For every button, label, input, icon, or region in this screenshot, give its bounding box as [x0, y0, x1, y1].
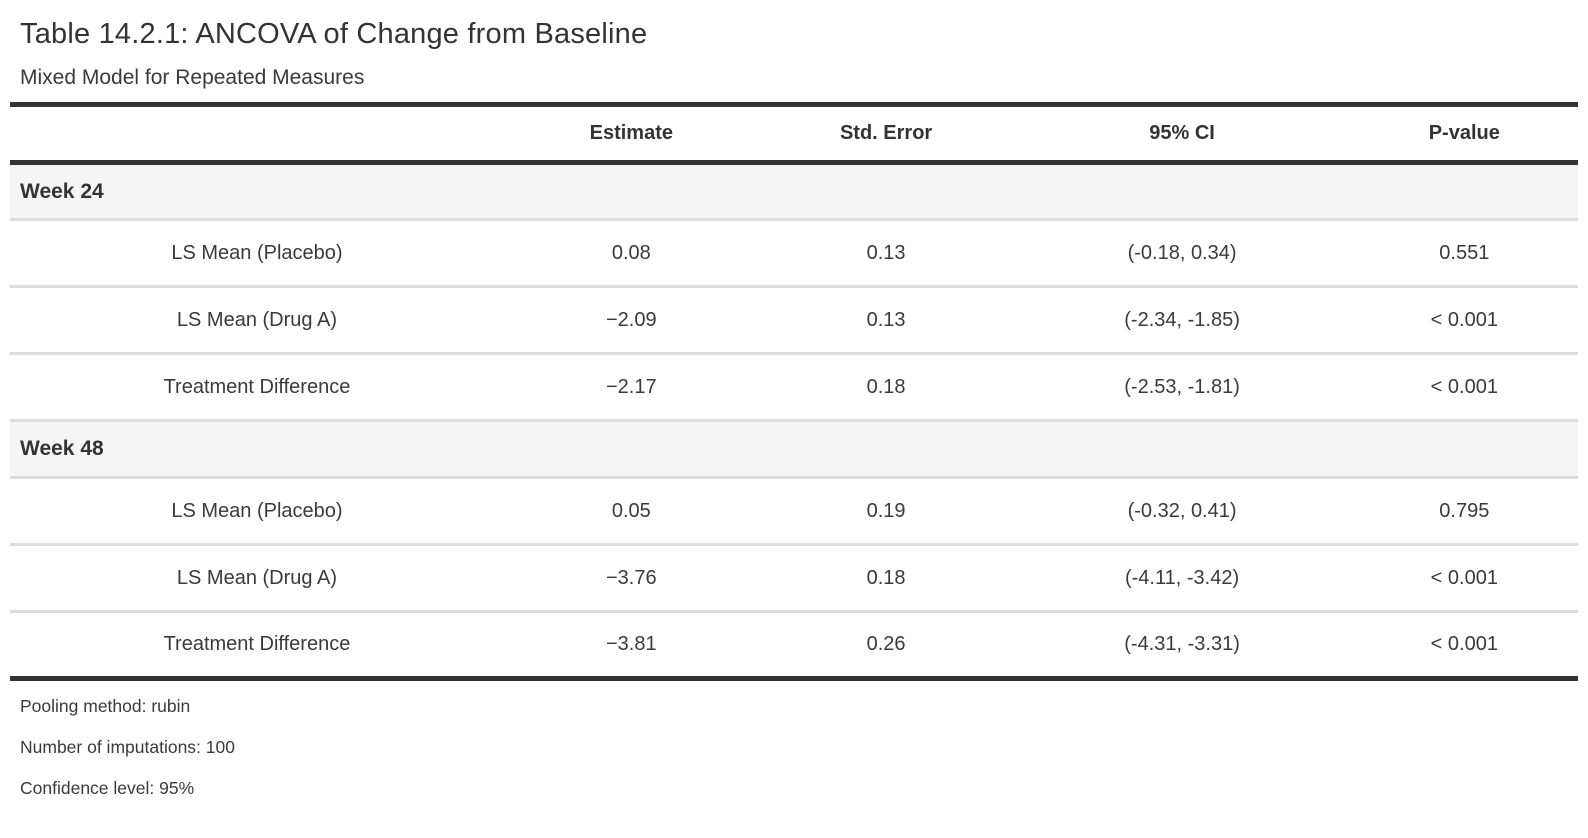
std-error-cell: 0.18 — [758, 352, 1014, 421]
estimate-cell: 0.08 — [503, 218, 759, 287]
table-row: LS Mean (Drug A) −3.76 0.18 (-4.11, -3.42) <… — [10, 543, 1578, 612]
table-row: Treatment Difference −2.17 0.18 (-2.53, -1.… — [10, 352, 1578, 421]
std-error-cell: 0.13 — [758, 285, 1014, 354]
estimate-cell: 0.05 — [503, 476, 759, 545]
table-header: Estimate Std. Error 95% CI P-value — [10, 104, 1578, 165]
row-label: Treatment Difference — [10, 352, 504, 421]
estimate-cell: −3.81 — [503, 610, 759, 679]
column-header-estimate: Estimate — [503, 104, 759, 165]
estimate-cell: −2.09 — [503, 285, 759, 354]
footnote: Pooling method: rubin — [20, 696, 191, 716]
ci-cell: (-4.31, -3.31) — [1013, 610, 1351, 679]
std-error-cell: 0.19 — [758, 476, 1014, 545]
std-error-cell: 0.18 — [758, 543, 1014, 612]
stub-header — [10, 104, 504, 165]
p-value-cell: < 0.001 — [1350, 352, 1578, 421]
column-header-std-error: Std. Error — [758, 104, 1014, 165]
p-value-cell: 0.551 — [1350, 218, 1578, 287]
p-value-cell: < 0.001 — [1350, 543, 1578, 612]
p-value-cell: < 0.001 — [1350, 285, 1578, 354]
header-row: Estimate Std. Error 95% CI P-value — [10, 104, 1578, 165]
estimate-cell: −3.76 — [503, 543, 759, 612]
p-value-cell: < 0.001 — [1350, 610, 1578, 679]
footnote: Number of imputations: 100 — [20, 737, 235, 757]
std-error-cell: 0.26 — [758, 610, 1014, 679]
column-header-ci: 95% CI — [1013, 104, 1351, 165]
table-row: Treatment Difference −3.81 0.26 (-4.31, -3.… — [10, 610, 1578, 679]
footnotes: Pooling method: rubin Number of imputatio… — [20, 696, 1578, 799]
std-error-cell: 0.13 — [758, 218, 1014, 287]
ci-cell: (-2.34, -1.85) — [1013, 285, 1351, 354]
footnote: Confidence level: 95% — [20, 778, 195, 798]
row-label: Treatment Difference — [10, 610, 504, 679]
ci-cell: (-0.18, 0.34) — [1013, 218, 1351, 287]
row-label: LS Mean (Placebo) — [10, 218, 504, 287]
row-label: LS Mean (Drug A) — [10, 285, 504, 354]
table-row: LS Mean (Placebo) 0.05 0.19 (-0.32, 0.41) 0.… — [10, 476, 1578, 545]
column-header-p-value: P-value — [1350, 104, 1578, 165]
ancova-results-table: Estimate Std. Error 95% CI P-value Week … — [10, 102, 1578, 681]
ci-cell: (-2.53, -1.81) — [1013, 352, 1351, 421]
ci-cell: (-0.32, 0.41) — [1013, 476, 1351, 545]
table-title: Table 14.2.1: ANCOVA of Change from Base… — [20, 18, 648, 50]
group-header-row: Week 24 — [10, 161, 1578, 220]
group-label: Week 48 — [10, 419, 1578, 478]
row-label: LS Mean (Drug A) — [10, 543, 504, 612]
row-label: LS Mean (Placebo) — [10, 476, 504, 545]
ci-cell: (-4.11, -3.42) — [1013, 543, 1351, 612]
group-header-row: Week 48 — [10, 419, 1578, 478]
table-row: LS Mean (Drug A) −2.09 0.13 (-2.34, -1.85) <… — [10, 285, 1578, 354]
group-label: Week 24 — [10, 161, 1578, 220]
estimate-cell: −2.17 — [503, 352, 759, 421]
page: Table 14.2.1: ANCOVA of Change from Base… — [10, 18, 1578, 799]
table-body: Week 24 LS Mean (Placebo) 0.08 0.13 (-0.18, … — [10, 161, 1578, 679]
p-value-cell: 0.795 — [1350, 476, 1578, 545]
table-subtitle: Mixed Model for Repeated Measures — [20, 66, 365, 89]
table-row: LS Mean (Placebo) 0.08 0.13 (-0.18, 0.34) 0.… — [10, 218, 1578, 287]
